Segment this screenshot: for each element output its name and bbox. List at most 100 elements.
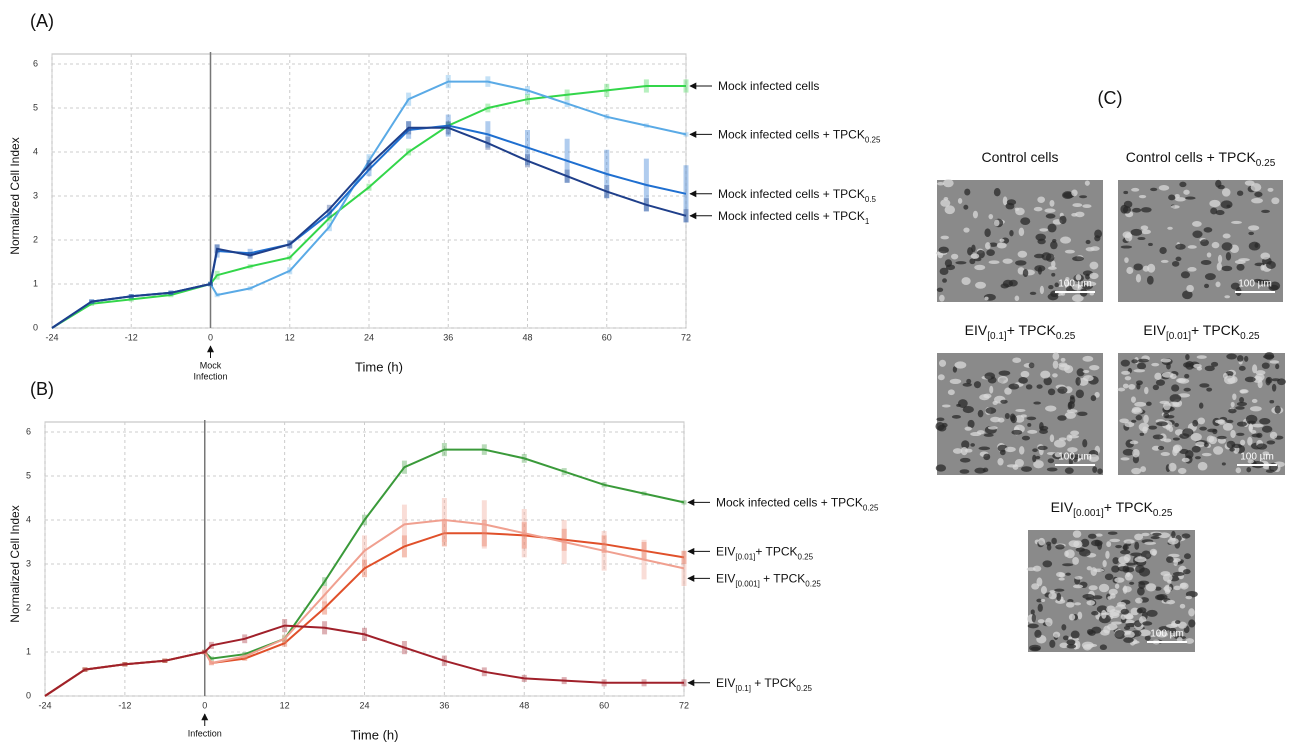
cell [1056, 592, 1062, 602]
cell [936, 417, 945, 422]
cell [935, 464, 947, 472]
text-segment: + TPCK [755, 545, 797, 559]
cell [1264, 352, 1275, 360]
cell [1130, 228, 1143, 236]
cell [1167, 579, 1172, 584]
cell [1066, 644, 1077, 649]
cell [1033, 206, 1043, 212]
cell [959, 457, 971, 463]
cell [1068, 457, 1073, 466]
x-tick-label: 0 [208, 332, 213, 342]
cell [1072, 556, 1079, 565]
cell [1209, 199, 1221, 208]
cell [1210, 361, 1219, 367]
cell [1251, 398, 1258, 404]
cell [988, 242, 998, 247]
cell [1123, 543, 1128, 551]
cell [1120, 608, 1130, 615]
cell [1137, 358, 1149, 363]
subscript: 0.25 [1153, 508, 1173, 519]
cell [1247, 459, 1254, 464]
cell [1190, 433, 1202, 442]
cell [1034, 629, 1042, 638]
cell [1123, 612, 1134, 620]
cell [1136, 383, 1141, 390]
cell [1140, 225, 1149, 231]
cell [1087, 630, 1096, 636]
cell [1112, 557, 1120, 565]
cell [1045, 405, 1057, 412]
cell [1134, 556, 1147, 563]
cell [1085, 239, 1091, 245]
cell [1184, 373, 1190, 379]
cell [1156, 631, 1168, 638]
cell [1221, 462, 1226, 466]
cell [1154, 586, 1162, 591]
image-title: EIV[0.001]+ TPCK0.25 [1051, 499, 1173, 519]
cell [1120, 457, 1130, 461]
cell [1094, 391, 1100, 398]
cell [1015, 260, 1027, 266]
cell [1177, 467, 1187, 475]
cell [1098, 583, 1110, 593]
cell [989, 385, 994, 394]
cell [1138, 580, 1150, 585]
cell [1131, 406, 1142, 413]
cell [984, 296, 989, 301]
cell [974, 264, 986, 271]
cell [1223, 372, 1228, 379]
cell [1182, 290, 1193, 300]
cell [1018, 227, 1025, 237]
cell [1175, 256, 1182, 262]
subscript: 1 [865, 216, 870, 225]
cell [1135, 414, 1143, 421]
cell [1231, 220, 1242, 224]
cell [1232, 393, 1237, 401]
cell [1200, 239, 1209, 247]
cell [1039, 422, 1044, 431]
x-tick-label: -12 [125, 332, 138, 342]
cell [1160, 452, 1170, 457]
x-tick-label: -24 [38, 700, 51, 710]
cell [1154, 372, 1162, 381]
x-tick-label: 60 [599, 700, 609, 710]
x-axis-label: Time (h) [355, 359, 403, 374]
cell [1274, 405, 1281, 414]
cell [1244, 180, 1255, 186]
cell [1204, 283, 1210, 289]
cell [1117, 387, 1126, 392]
cell [1089, 272, 1099, 280]
cell [1120, 359, 1130, 367]
x-tick-label: 24 [364, 332, 374, 342]
cell [1262, 451, 1270, 456]
cell [961, 277, 971, 286]
cell [1124, 567, 1135, 573]
cell [1115, 544, 1122, 549]
cell [1017, 267, 1025, 275]
cell [1092, 466, 1098, 473]
cell [1091, 611, 1099, 616]
cell [1183, 362, 1191, 368]
cell [1030, 609, 1035, 615]
x-tick-label: 48 [522, 332, 532, 342]
cell [1064, 411, 1076, 419]
cell [1265, 261, 1276, 269]
y-axis-label: Normalized Cell Index [8, 505, 22, 622]
cell [1033, 253, 1045, 259]
cell [1000, 399, 1008, 404]
cell [1062, 635, 1069, 641]
cell [1158, 626, 1171, 632]
cell [952, 448, 963, 454]
cell [1137, 362, 1147, 370]
cell [1039, 228, 1049, 232]
cell [1068, 434, 1080, 439]
cell [1164, 588, 1171, 595]
cell [1188, 608, 1195, 617]
cell [1124, 619, 1135, 624]
cell [1122, 383, 1129, 389]
cell [1131, 187, 1140, 192]
cell [977, 409, 984, 418]
cell [1181, 457, 1190, 463]
cell [963, 227, 970, 233]
text-segment: Mock infected cells [718, 79, 819, 93]
